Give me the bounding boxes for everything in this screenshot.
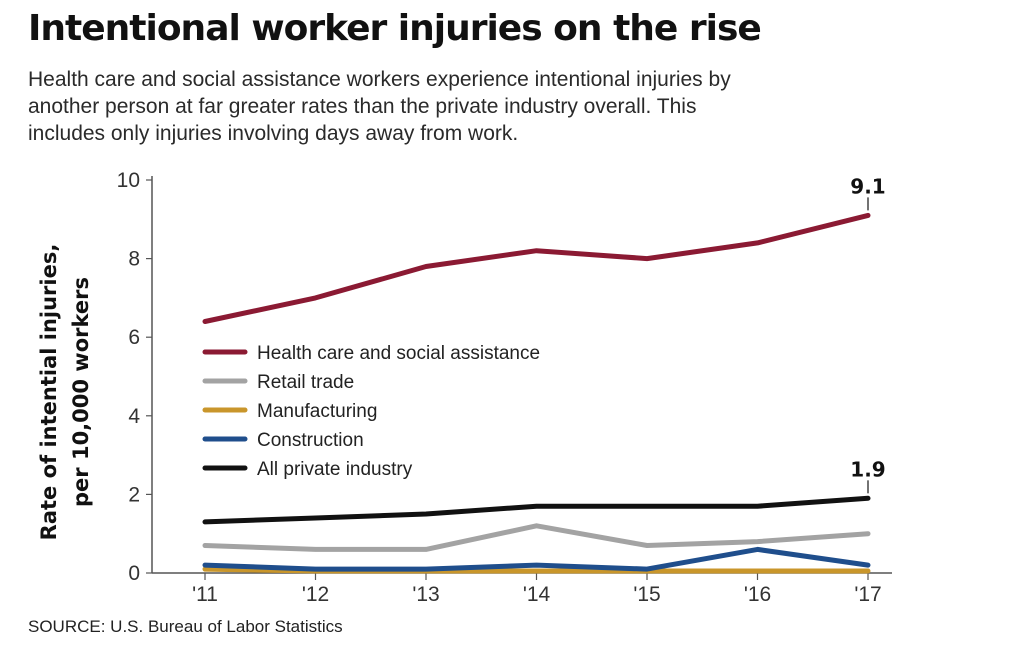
y-axis-ticks: 0 2 4 6 8 10 xyxy=(117,169,152,585)
chart-subtitle: Health care and social assistance worker… xyxy=(28,66,888,147)
y-tick-label: 10 xyxy=(117,169,140,192)
legend-label-health-care-and-social-assistance: Health care and social assistance xyxy=(257,343,540,364)
x-axis-ticks: '11 '12 '13 '14 '15 '16 '17 xyxy=(192,573,882,606)
legend-label-retail-trade: Retail trade xyxy=(257,372,354,393)
source-note: SOURCE: U.S. Bureau of Labor Statistics xyxy=(28,617,343,636)
y-tick-label: 8 xyxy=(128,248,140,271)
y-axis-label-line-1: Rate of intential injuries, xyxy=(37,244,61,541)
legend-label-construction: Construction xyxy=(257,430,364,451)
chart-legend: Health care and social assistance Retail … xyxy=(202,343,540,480)
subtitle-line-3: includes only injuries involving days aw… xyxy=(28,122,519,145)
y-tick-label: 0 xyxy=(128,562,140,585)
x-tick-label: '16 xyxy=(744,583,771,606)
subtitle-line-2: another person at far greater rates than… xyxy=(28,95,697,118)
y-axis-label: Rate of intential injuries, per 10,000 wo… xyxy=(37,244,93,541)
annotation-label: 1.9 xyxy=(850,457,885,481)
subtitle-line-1: Health care and social assistance worker… xyxy=(28,68,731,91)
x-tick-label: '11 xyxy=(192,583,218,606)
series-line-construction xyxy=(202,546,871,572)
annotation-label: 9.1 xyxy=(850,174,885,198)
x-tick-label: '14 xyxy=(523,583,551,606)
legend-label-manufacturing: Manufacturing xyxy=(257,401,377,422)
series-line-health-care-and-social-assistance xyxy=(202,212,871,324)
x-tick-label: '15 xyxy=(633,583,660,606)
x-tick-label: '17 xyxy=(854,583,881,606)
chart-annotations: 9.1 1.9 xyxy=(850,174,886,494)
legend-label-all-private-industry: All private industry xyxy=(257,459,413,480)
y-tick-label: 2 xyxy=(128,483,140,506)
y-tick-label: 4 xyxy=(128,405,140,428)
chart-title: Intentional worker injuries on the rise xyxy=(28,8,762,49)
y-axis-label-line-2: per 10,000 workers xyxy=(69,277,93,507)
x-tick-label: '12 xyxy=(302,583,329,606)
x-tick-label: '13 xyxy=(412,583,439,606)
y-tick-label: 6 xyxy=(128,326,140,349)
series-lines xyxy=(202,212,871,574)
series-line-retail-trade xyxy=(202,523,871,552)
series-line-all-private-industry xyxy=(202,495,871,525)
